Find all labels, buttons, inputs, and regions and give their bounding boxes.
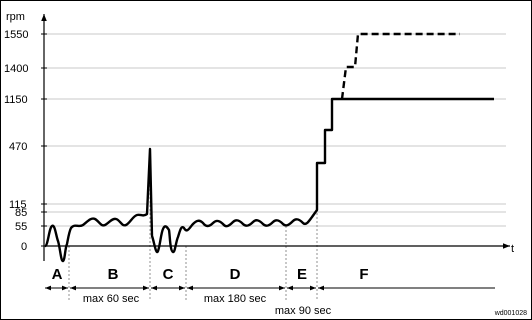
y-tick-0: 0 <box>21 241 27 253</box>
y-tick-115: 115 <box>9 199 27 211</box>
x-axis-label: t <box>511 243 514 255</box>
phase-a-label: A <box>52 266 63 283</box>
y-tick-1550: 1550 <box>4 29 28 41</box>
y-tick-55: 55 <box>15 221 27 233</box>
y-axis-label: rpm <box>6 11 25 23</box>
y-tick-85: 85 <box>15 207 27 219</box>
phase-b-label: B <box>108 266 119 283</box>
y-tick-1400: 1400 <box>4 63 28 75</box>
phase-f-label: F <box>359 266 368 283</box>
duration-e: max 90 sec <box>275 305 332 317</box>
gridlines <box>41 33 506 227</box>
duration-b: max 60 sec <box>83 293 140 305</box>
duration-d: max 180 sec <box>204 293 267 305</box>
reference-code: wd001028 <box>494 310 527 317</box>
y-tick-470: 470 <box>9 141 27 153</box>
y-tick-1150: 1150 <box>4 94 28 106</box>
rpm-curve-dashed <box>340 32 460 100</box>
phase-d-label: D <box>230 266 241 283</box>
rpm-curve <box>44 97 494 263</box>
phase-c-label: C <box>163 266 174 283</box>
phase-e-label: E <box>297 266 307 283</box>
